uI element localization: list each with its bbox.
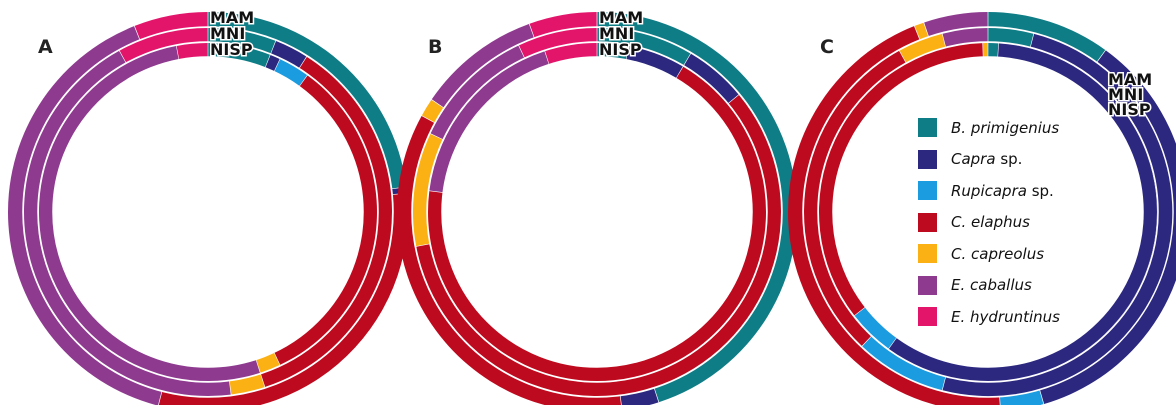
slice-c-mni-rupicapra-sp bbox=[862, 336, 946, 391]
slice-b-nisp-b-primigenius bbox=[597, 43, 629, 60]
slice-a-nisp-capra-sp bbox=[265, 54, 280, 72]
ring-label-mni: MNI bbox=[210, 24, 245, 43]
slice-a-mni-c-capreolus bbox=[229, 373, 265, 395]
legend-label-suffix: sp. bbox=[1026, 181, 1054, 200]
slice-b-mam-e-hydruntinus bbox=[529, 12, 597, 38]
legend-swatch bbox=[918, 181, 937, 201]
slice-c-nisp-rupicapra-sp bbox=[854, 307, 897, 349]
ring-label-mam: MAM bbox=[210, 8, 254, 27]
ring-separator bbox=[37, 41, 379, 383]
ring-label-nisp: NISP bbox=[599, 40, 642, 59]
slice-a-mni-capra-sp bbox=[270, 41, 307, 69]
slice-a-mam-e-hydruntinus bbox=[134, 12, 208, 40]
legend-label: C. elaphus bbox=[951, 213, 1030, 231]
legend-swatch bbox=[918, 212, 937, 232]
legend-label: Capra sp. bbox=[951, 150, 1022, 168]
slice-a-mni-c-elaphus bbox=[260, 56, 392, 387]
legend-item: E. caballus bbox=[918, 270, 1158, 302]
ring-label-nisp: NISP bbox=[1108, 100, 1151, 119]
slice-c-nisp-c-capreolus bbox=[982, 43, 988, 58]
legend-item: E. hydruntinus bbox=[918, 301, 1158, 333]
legend-swatch bbox=[918, 244, 937, 264]
legend-swatch bbox=[918, 307, 937, 327]
slice-c-mam-rupicapra-sp bbox=[999, 389, 1044, 405]
panel-letter: A bbox=[38, 36, 53, 58]
slice-a-mam-c-elaphus bbox=[158, 193, 408, 405]
slice-c-mni-b-primigenius bbox=[988, 28, 1034, 48]
legend-label-italic: C. elaphus bbox=[951, 213, 1030, 232]
legend-label: Rupicapra sp. bbox=[951, 182, 1054, 200]
legend-label: B. primigenius bbox=[951, 119, 1059, 137]
legend-label: C. capreolus bbox=[951, 245, 1044, 263]
legend-swatch bbox=[918, 275, 937, 295]
ring-separator bbox=[52, 56, 364, 368]
slice-c-nisp-c-elaphus bbox=[818, 43, 983, 316]
slice-a-nisp-b-primigenius bbox=[208, 43, 270, 68]
slice-b-mam-c-capreolus bbox=[421, 99, 444, 123]
legend-label-italic: E. hydruntinus bbox=[951, 307, 1060, 326]
slice-b-mni-b-primigenius bbox=[597, 28, 691, 66]
slice-b-mni-c-elaphus bbox=[416, 94, 782, 396]
legend-item: C. elaphus bbox=[918, 207, 1158, 239]
slice-b-mam-c-elaphus bbox=[397, 115, 622, 405]
ring-separator bbox=[817, 41, 1159, 383]
slice-c-nisp-b-primigenius bbox=[988, 43, 999, 58]
ring-separator bbox=[426, 41, 768, 383]
legend-label-italic: E. caballus bbox=[951, 276, 1032, 295]
legend-swatch bbox=[918, 118, 937, 138]
slice-a-nisp-rupicapra-sp bbox=[274, 59, 308, 87]
legend-swatch bbox=[918, 149, 937, 169]
legend-item: C. capreolus bbox=[918, 238, 1158, 270]
slice-a-mni-b-primigenius bbox=[208, 28, 276, 54]
slice-c-mni-c-capreolus bbox=[899, 33, 946, 63]
slice-b-nisp-e-caballus bbox=[429, 51, 549, 193]
ring-label-mam: MAM bbox=[599, 8, 643, 27]
slice-b-mni-e-hydruntinus bbox=[518, 28, 597, 59]
ring-separator bbox=[411, 26, 783, 398]
legend-label-italic: Capra bbox=[951, 150, 996, 169]
slice-a-mni-e-hydruntinus bbox=[119, 28, 208, 63]
legend-item: Rupicapra sp. bbox=[918, 175, 1158, 207]
legend-label-suffix: sp. bbox=[995, 150, 1023, 169]
slice-b-mam-capra-sp bbox=[620, 388, 659, 405]
slice-b-nisp-e-hydruntinus bbox=[545, 43, 597, 65]
panel-letter: B bbox=[428, 36, 442, 58]
slice-a-mam-b-primigenius bbox=[208, 12, 407, 189]
slice-c-mam-e-caballus bbox=[924, 12, 988, 37]
slice-b-nisp-capra-sp bbox=[626, 46, 683, 79]
panel-letter: C bbox=[820, 36, 834, 58]
ring-label-nisp: NISP bbox=[210, 40, 253, 59]
slice-c-mni-e-caballus bbox=[942, 28, 988, 48]
slice-c-mni-c-elaphus bbox=[803, 50, 906, 346]
legend-label-italic: B. primigenius bbox=[951, 118, 1060, 137]
legend-item: B. primigenius bbox=[918, 112, 1158, 144]
ring-separator bbox=[22, 26, 394, 398]
slice-c-mam-c-capreolus bbox=[914, 22, 929, 40]
ring-label-mni: MNI bbox=[599, 24, 634, 43]
slice-a-nisp-e-hydruntinus bbox=[176, 43, 208, 60]
ring-separator bbox=[832, 56, 1144, 368]
slice-b-mni-capra-sp bbox=[683, 53, 739, 104]
ring-separator bbox=[441, 56, 753, 368]
legend: B. primigenius Capra sp. Rupicapra sp. C. e… bbox=[918, 112, 1158, 333]
ring-label-mam: MAM bbox=[1108, 70, 1152, 89]
slice-a-nisp-c-elaphus bbox=[274, 75, 377, 365]
slice-b-mni-e-caballus bbox=[430, 45, 525, 140]
legend-item: Capra sp. bbox=[918, 144, 1158, 176]
legend-label: E. hydruntinus bbox=[951, 308, 1060, 326]
slice-c-mam-b-primigenius bbox=[988, 12, 1106, 63]
ring-separator bbox=[802, 26, 1174, 398]
legend-label-italic: C. capreolus bbox=[951, 244, 1045, 263]
ring-label-mni: MNI bbox=[1108, 85, 1143, 104]
legend-label: E. caballus bbox=[951, 276, 1032, 294]
legend-label-italic: Rupicapra bbox=[951, 181, 1027, 200]
